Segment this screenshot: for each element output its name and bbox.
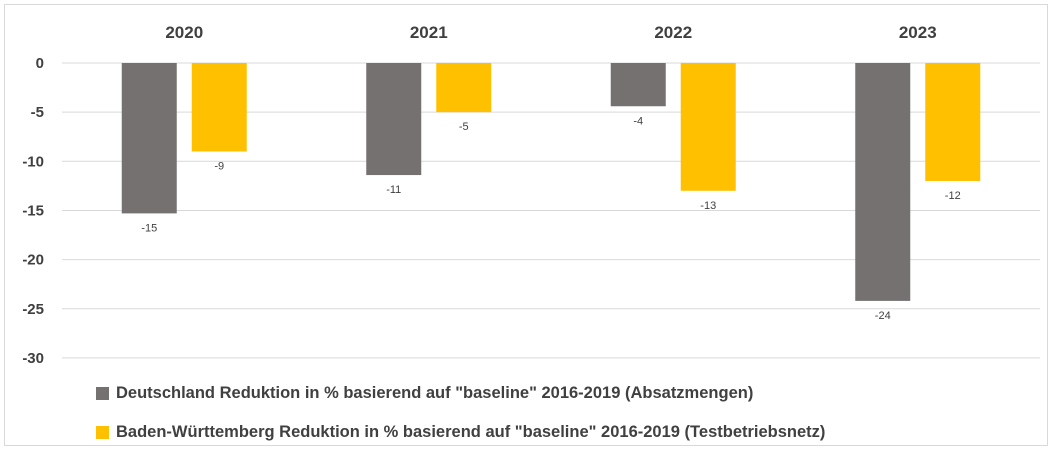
category-label: 2023 xyxy=(899,23,937,42)
legend-label-baden-wuerttemberg: Baden-Württemberg Reduktion in % basiere… xyxy=(116,423,826,441)
y-tick-label: -30 xyxy=(22,350,44,367)
data-label: -4 xyxy=(633,115,643,127)
data-label: -13 xyxy=(700,200,716,212)
data-label: -9 xyxy=(214,160,224,172)
legend-label-deutschland: Deutschland Reduktion in % basierend auf… xyxy=(116,384,754,402)
bar-baden-wuerttemberg xyxy=(436,63,492,113)
bar-baden-wuerttemberg xyxy=(191,63,247,152)
y-tick-label: -15 xyxy=(22,202,44,219)
y-tick-label: 0 xyxy=(36,55,44,72)
legend-item-baden-wuerttemberg: Baden-Württemberg Reduktion in % basiere… xyxy=(96,423,825,442)
bar-baden-wuerttemberg xyxy=(680,63,736,191)
y-tick-label: -20 xyxy=(22,252,44,269)
legend-item-deutschland: Deutschland Reduktion in % basierend auf… xyxy=(96,384,753,403)
data-label: -15 xyxy=(141,222,157,234)
bar-deutschland xyxy=(366,63,422,176)
category-label: 2022 xyxy=(654,23,692,42)
y-tick-label: -5 xyxy=(31,104,44,121)
legend-swatch-baden-wuerttemberg xyxy=(96,426,109,439)
y-tick-label: -10 xyxy=(22,153,44,170)
bar-deutschland xyxy=(610,63,666,107)
category-label: 2021 xyxy=(410,23,448,42)
y-tick-label: -25 xyxy=(22,301,44,318)
legend-swatch-deutschland xyxy=(96,387,109,400)
data-label: -24 xyxy=(875,310,891,322)
data-label: -12 xyxy=(945,190,961,202)
bar-deutschland xyxy=(121,63,177,214)
data-label: -11 xyxy=(386,184,401,196)
bar-baden-wuerttemberg xyxy=(925,63,981,181)
category-label: 2020 xyxy=(165,23,203,42)
bar-deutschland xyxy=(855,63,911,301)
data-label: -5 xyxy=(459,121,469,133)
